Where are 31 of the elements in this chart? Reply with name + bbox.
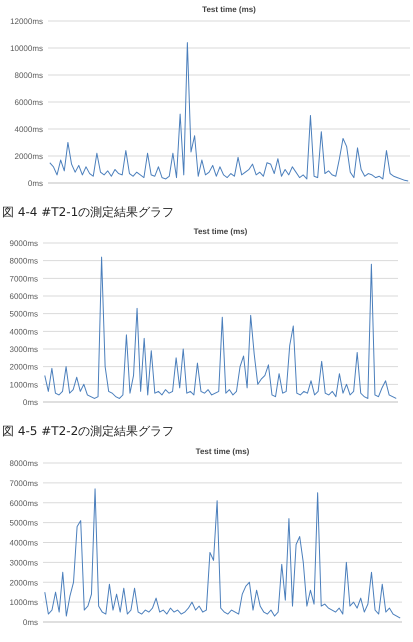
y-tick-label: 1000ms (10, 598, 38, 608)
y-tick-label: 10000ms (10, 44, 43, 53)
y-tick-label: 0ms (22, 398, 38, 407)
y-tick-label: 2000ms (10, 362, 38, 372)
y-tick-label: 8000ms (10, 459, 38, 468)
chart-title: Test time (ms) (196, 447, 250, 456)
caption: 図 4-5 #T2-2の測定結果グラフ (2, 423, 174, 440)
y-tick-label: 4000ms (14, 125, 43, 134)
y-tick-label: 3000ms (10, 558, 38, 568)
y-tick-label: 0ms (22, 618, 38, 627)
y-tick-label: 2000ms (10, 578, 38, 588)
y-tick-label: 3000ms (10, 345, 38, 354)
caption: 図 4-4 #T2-1の測定結果グラフ (2, 204, 174, 221)
y-tick-label: 7000ms (10, 478, 38, 488)
chart-title: Test time (ms) (202, 5, 256, 14)
y-tick-label: 4000ms (10, 327, 38, 336)
y-tick-label: 9000ms (10, 239, 38, 248)
y-tick-label: 0ms (28, 179, 43, 188)
y-tick-label: 4000ms (10, 538, 38, 548)
y-tick-label: 2000ms (14, 152, 43, 161)
y-tick-label: 5000ms (10, 310, 38, 319)
y-tick-label: 12000ms (10, 17, 43, 26)
y-tick-label: 6000ms (14, 98, 43, 107)
y-tick-label: 6000ms (10, 498, 38, 508)
y-tick-label: 5000ms (10, 518, 38, 528)
y-tick-label: 6000ms (10, 292, 38, 301)
y-tick-label: 8000ms (10, 256, 38, 266)
y-tick-label: 7000ms (10, 274, 38, 284)
y-tick-label: 8000ms (14, 71, 43, 80)
chart-title: Test time (ms) (194, 227, 248, 236)
y-tick-label: 1000ms (10, 380, 38, 390)
